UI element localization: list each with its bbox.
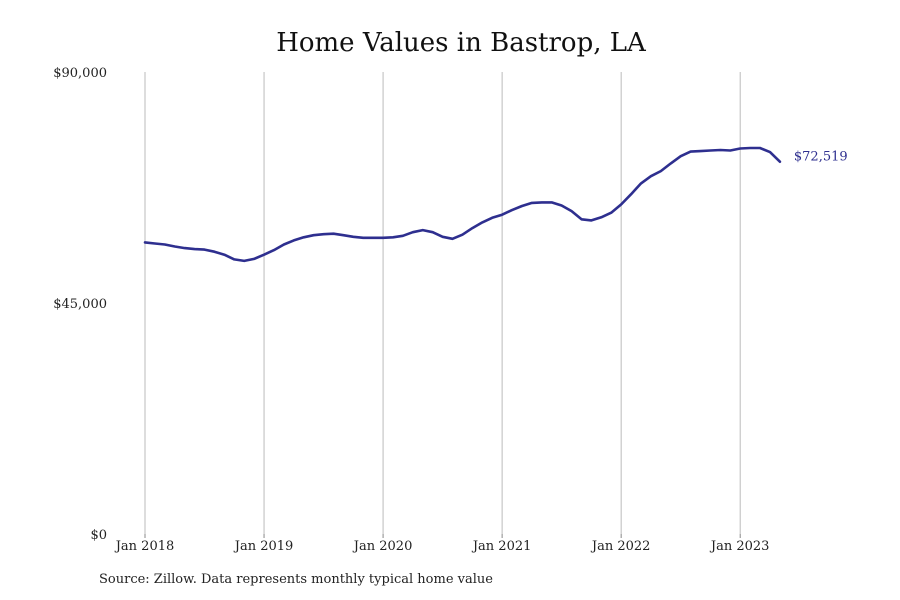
y-tick-label: $0 bbox=[90, 528, 107, 543]
x-tick-label: Jan 2020 bbox=[352, 539, 413, 554]
source-note: Source: Zillow. Data represents monthly … bbox=[99, 572, 493, 587]
x-tick-label: Jan 2022 bbox=[590, 539, 651, 554]
chart-title: Home Values in Bastrop, LA bbox=[276, 28, 647, 58]
y-tick-label: $45,000 bbox=[53, 297, 107, 312]
x-tick-label: Jan 2019 bbox=[233, 539, 294, 554]
gridlines bbox=[144, 72, 741, 534]
end-value-label: $72,519 bbox=[794, 150, 848, 165]
x-axis-ticks: Jan 2018 Jan 2019 Jan 2020 Jan 2021 Jan 2022… bbox=[114, 534, 770, 554]
series-line bbox=[143, 146, 782, 263]
x-tick-label: Jan 2023 bbox=[709, 539, 770, 554]
y-tick-label: $90,000 bbox=[53, 66, 107, 81]
y-axis-ticks: $0 $45,000 $90,000 bbox=[53, 66, 107, 543]
x-tick-label: Jan 2021 bbox=[471, 539, 532, 554]
x-tick-label: Jan 2018 bbox=[114, 539, 175, 554]
